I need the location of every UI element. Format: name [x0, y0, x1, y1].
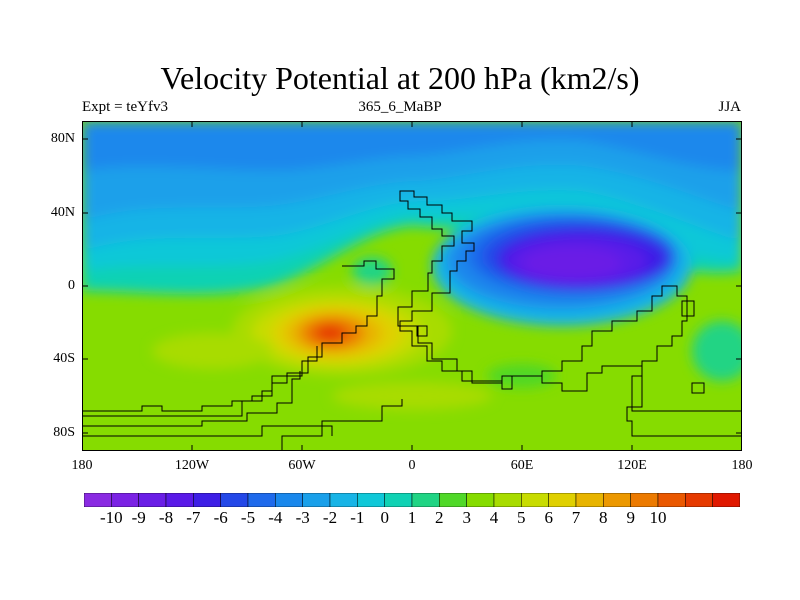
colorbar-swatch — [193, 493, 221, 507]
colorbar-label: 8 — [599, 508, 608, 527]
colorbar-label: 3 — [462, 508, 471, 527]
colorbar-label: -10 — [99, 508, 123, 527]
colorbar-label: 0 — [380, 508, 389, 527]
colorbar-label: 10 — [649, 508, 667, 527]
colorbar-label: 1 — [407, 508, 417, 527]
colorbar-label: -5 — [240, 508, 256, 527]
lon-tick-label: 60W — [288, 458, 316, 473]
colorbar-swatch — [329, 493, 358, 507]
colorbar-swatch — [685, 493, 713, 507]
southern-yellow-band — [332, 382, 492, 410]
colorbar-label: 4 — [489, 508, 499, 527]
colorbar-label: 6 — [544, 508, 553, 527]
axis-ticks — [82, 121, 742, 451]
time-slice-label: 365_6_MaBP — [358, 99, 442, 115]
colorbar-swatch — [548, 493, 577, 507]
colorbar-swatch — [220, 493, 249, 507]
east-pacific-patch — [692, 321, 742, 381]
lon-tick-label: 180 — [71, 458, 93, 473]
colorbar-swatch — [521, 493, 549, 507]
colorbar-swatch — [138, 493, 167, 507]
colorbar-label: -1 — [350, 508, 365, 527]
lat-tick-label: 0 — [68, 278, 75, 293]
colorbar-swatch — [466, 493, 495, 507]
lon-tick-label: 120E — [617, 458, 647, 473]
colorbar-swatch — [411, 493, 440, 507]
lat-tick-label: 40N — [50, 205, 75, 220]
colorbar-swatch — [165, 493, 194, 507]
colorbar-label: -6 — [213, 508, 228, 527]
colorbar-label: -9 — [131, 508, 146, 527]
colorbar-swatch — [357, 493, 385, 507]
low-core — [522, 247, 622, 279]
colorbar-swatch — [439, 493, 467, 507]
colorbar-label: -3 — [295, 508, 310, 527]
season-label: JJA — [718, 99, 741, 115]
colorbar-label: -7 — [186, 508, 201, 527]
colorbar-label: 5 — [517, 508, 526, 527]
colorbar-swatch — [493, 493, 522, 507]
colorbar-swatch — [384, 493, 413, 507]
pacific-yellow-patch — [152, 333, 272, 369]
lon-tick-label: 120W — [174, 458, 210, 473]
experiment-label: Expt = teYfv3 — [82, 99, 168, 115]
colorbar-label: -8 — [158, 508, 174, 527]
colorbar-label: -2 — [322, 508, 338, 527]
colorbar-label: -4 — [268, 508, 283, 527]
colorbar-label: 2 — [435, 508, 444, 527]
colorbar-swatch — [630, 493, 659, 507]
velocity-potential-map — [82, 121, 742, 451]
high-core — [314, 324, 346, 342]
lat-tick-label: 80S — [53, 425, 75, 440]
colorbar-swatch — [575, 493, 604, 507]
lon-tick-label: 60E — [510, 458, 534, 473]
colorbar-swatch — [111, 493, 139, 507]
colorbar-label: 7 — [571, 508, 581, 527]
lat-tick-label: 80N — [50, 131, 75, 146]
lon-tick-label: 180 — [731, 458, 753, 473]
colorbar-swatch — [657, 493, 686, 507]
colorbar-swatch — [603, 493, 631, 507]
coastlines — [82, 190, 742, 451]
equatorial-green-patch — [352, 257, 392, 285]
colorbar-swatch — [247, 493, 276, 507]
lon-tick-label: 0 — [408, 458, 416, 473]
lat-tick-label: 40S — [53, 351, 75, 366]
polar-blue-band — [82, 121, 742, 171]
colorbar-label: 9 — [626, 508, 635, 527]
colorbar-swatch — [84, 493, 112, 507]
colorbar-swatch — [712, 493, 740, 507]
colorbar — [84, 493, 740, 507]
chart-title: Velocity Potential at 200 hPa (km2/s) — [160, 60, 640, 96]
colorbar-swatch — [275, 493, 303, 507]
colorbar-swatch — [302, 493, 331, 507]
